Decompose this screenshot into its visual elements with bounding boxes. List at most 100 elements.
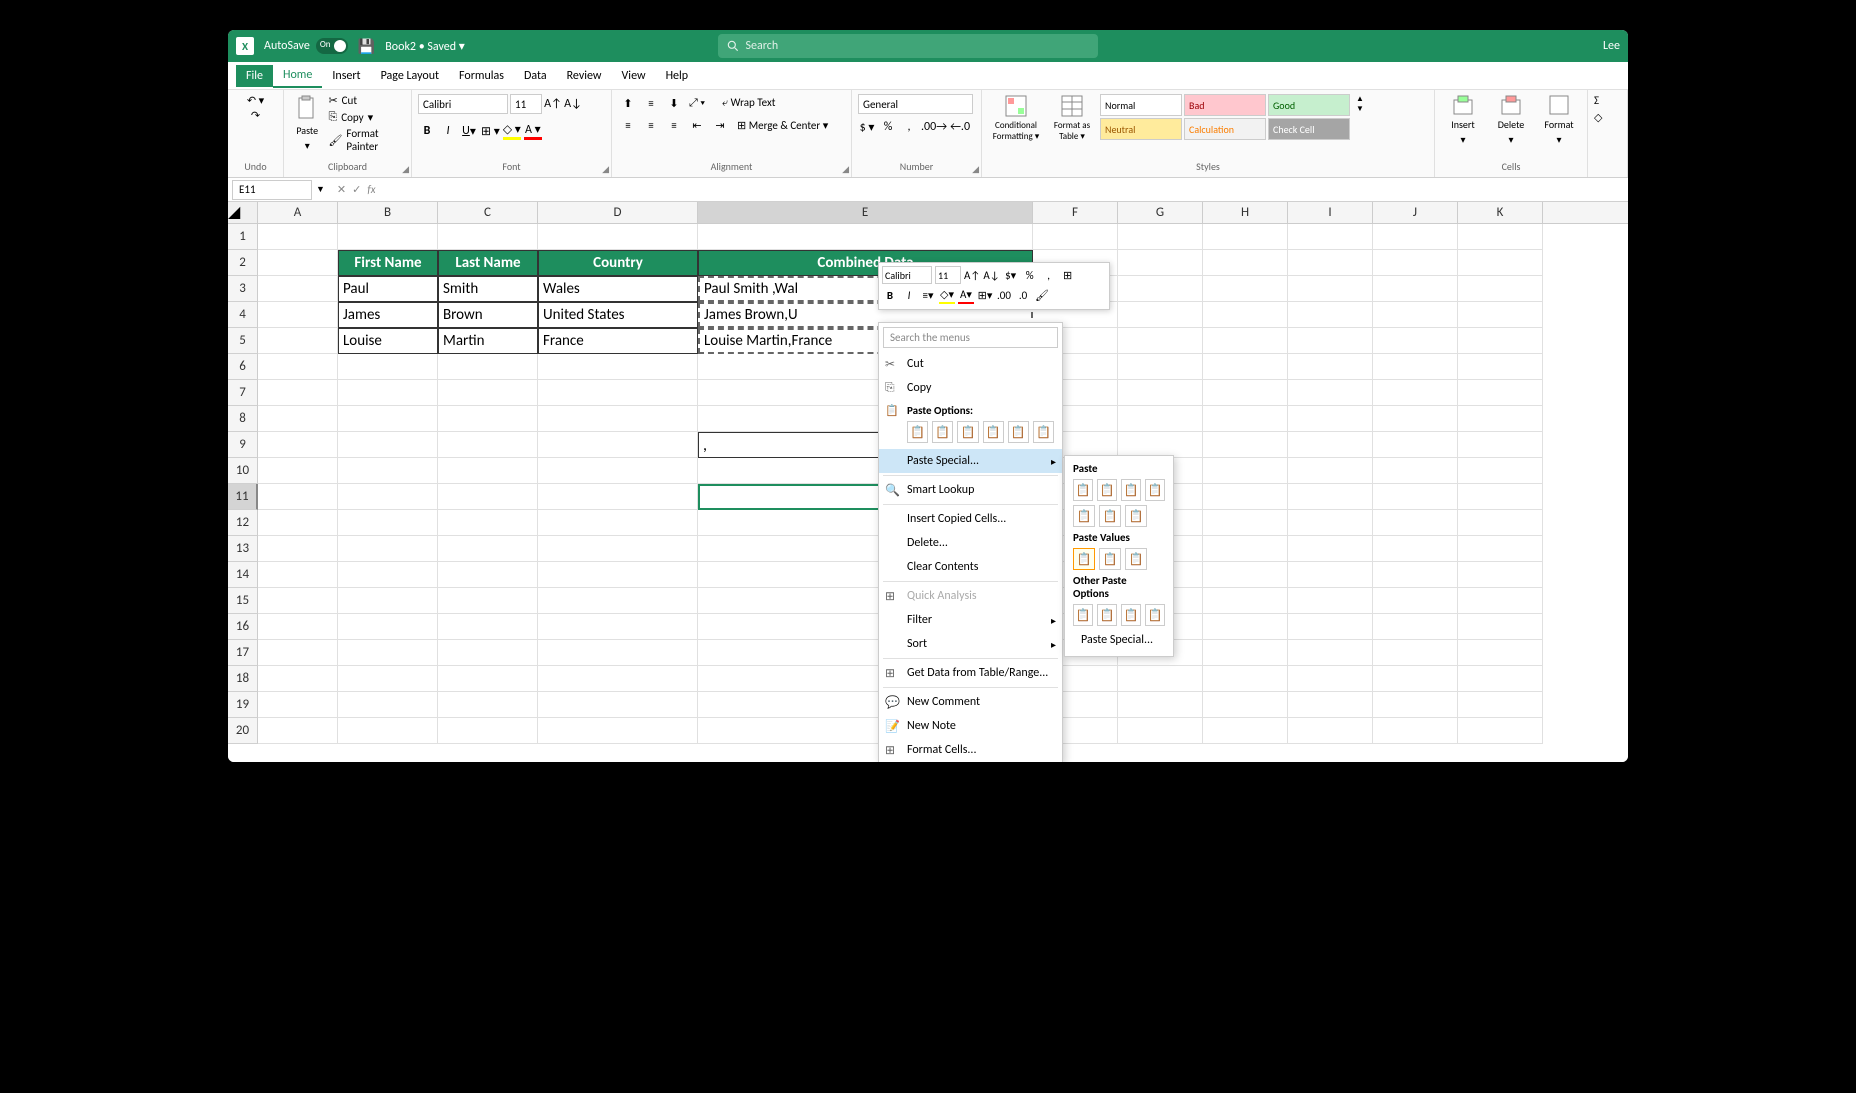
cell-B1[interactable]: [338, 224, 438, 250]
menu-formulas[interactable]: Formulas: [449, 65, 514, 87]
formula-input[interactable]: [381, 180, 1628, 200]
cell-K20[interactable]: [1458, 718, 1543, 744]
cell-G2[interactable]: [1118, 250, 1203, 276]
cell-I12[interactable]: [1288, 510, 1373, 536]
bold-button[interactable]: B: [418, 122, 436, 140]
cell-J2[interactable]: [1373, 250, 1458, 276]
row-header-9[interactable]: 9: [228, 432, 258, 458]
cell-K16[interactable]: [1458, 614, 1543, 640]
name-box[interactable]: [232, 180, 312, 200]
cell-I19[interactable]: [1288, 692, 1373, 718]
cell-B17[interactable]: [338, 640, 438, 666]
cell-J9[interactable]: [1373, 432, 1458, 458]
cell-B11[interactable]: [338, 484, 438, 510]
menu-review[interactable]: Review: [557, 65, 612, 87]
col-header-E[interactable]: E: [698, 202, 1033, 223]
paste-values-src[interactable]: 📋: [1125, 548, 1147, 570]
cell-J20[interactable]: [1373, 718, 1458, 744]
autosave-toggle[interactable]: AutoSave On: [264, 38, 348, 54]
cell-K14[interactable]: [1458, 562, 1543, 588]
col-header-I[interactable]: I: [1288, 202, 1373, 223]
cell-D14[interactable]: [538, 562, 698, 588]
cell-K9[interactable]: [1458, 432, 1543, 458]
paste-option-3[interactable]: 📋: [957, 421, 978, 443]
mini-inc-decimal[interactable]: .00: [996, 286, 1012, 304]
cell-A11[interactable]: [258, 484, 338, 510]
cell-I20[interactable]: [1288, 718, 1373, 744]
cell-D12[interactable]: [538, 510, 698, 536]
cell-I8[interactable]: [1288, 406, 1373, 432]
fill-button[interactable]: ◇: [1594, 111, 1602, 124]
cell-J10[interactable]: [1373, 458, 1458, 484]
fx-button[interactable]: fx: [367, 183, 375, 196]
cell-D5[interactable]: France: [538, 328, 698, 354]
cell-J3[interactable]: [1373, 276, 1458, 302]
cell-A5[interactable]: [258, 328, 338, 354]
cell-D18[interactable]: [538, 666, 698, 692]
cell-C2[interactable]: Last Name: [438, 250, 538, 276]
cell-C4[interactable]: Brown: [438, 302, 538, 328]
cell-D9[interactable]: [538, 432, 698, 458]
style-calculation[interactable]: Calculation: [1184, 118, 1266, 140]
col-header-G[interactable]: G: [1118, 202, 1203, 223]
col-header-D[interactable]: D: [538, 202, 698, 223]
cell-I5[interactable]: [1288, 328, 1373, 354]
increase-font-button[interactable]: A↑: [544, 95, 562, 113]
menu-view[interactable]: View: [612, 65, 656, 87]
cell-K7[interactable]: [1458, 380, 1543, 406]
paste-values-only[interactable]: 📋: [1073, 548, 1095, 570]
cell-J15[interactable]: [1373, 588, 1458, 614]
cell-A17[interactable]: [258, 640, 338, 666]
paste-all[interactable]: 📋: [1073, 479, 1093, 501]
number-launcher[interactable]: ◢: [972, 164, 979, 175]
menu-page-layout[interactable]: Page Layout: [371, 65, 449, 87]
cell-B18[interactable]: [338, 666, 438, 692]
cell-B4[interactable]: James: [338, 302, 438, 328]
border-button[interactable]: ⊞ ▾: [481, 122, 500, 140]
cell-J18[interactable]: [1373, 666, 1458, 692]
cell-D1[interactable]: [538, 224, 698, 250]
mini-increase-font[interactable]: A↑: [964, 266, 980, 284]
paste-transpose[interactable]: 📋: [1099, 505, 1121, 527]
cell-A3[interactable]: [258, 276, 338, 302]
cell-D11[interactable]: [538, 484, 698, 510]
ctx-cut[interactable]: ✂Cut: [879, 352, 1062, 376]
cell-I4[interactable]: [1288, 302, 1373, 328]
menu-data[interactable]: Data: [514, 65, 557, 87]
cancel-formula-button[interactable]: ✕: [337, 183, 346, 196]
cell-A6[interactable]: [258, 354, 338, 380]
cell-D17[interactable]: [538, 640, 698, 666]
style-good[interactable]: Good: [1268, 94, 1350, 116]
cell-A9[interactable]: [258, 432, 338, 458]
align-top-button[interactable]: ⬆: [618, 94, 638, 112]
cell-I6[interactable]: [1288, 354, 1373, 380]
cell-A8[interactable]: [258, 406, 338, 432]
menu-file[interactable]: File: [236, 65, 273, 87]
save-icon[interactable]: 💾: [358, 38, 375, 55]
clipboard-launcher[interactable]: ◢: [402, 164, 409, 175]
cell-K2[interactable]: [1458, 250, 1543, 276]
cell-K12[interactable]: [1458, 510, 1543, 536]
italic-button[interactable]: I: [439, 122, 457, 140]
row-header-16[interactable]: 16: [228, 614, 258, 640]
cell-C10[interactable]: [438, 458, 538, 484]
cell-H13[interactable]: [1203, 536, 1288, 562]
cell-B10[interactable]: [338, 458, 438, 484]
cell-K1[interactable]: [1458, 224, 1543, 250]
cell-B8[interactable]: [338, 406, 438, 432]
cell-H18[interactable]: [1203, 666, 1288, 692]
cell-I1[interactable]: [1288, 224, 1373, 250]
cell-F1[interactable]: [1033, 224, 1118, 250]
cell-H12[interactable]: [1203, 510, 1288, 536]
col-header-F[interactable]: F: [1033, 202, 1118, 223]
paste-option-5[interactable]: 📋: [1008, 421, 1029, 443]
cell-B7[interactable]: [338, 380, 438, 406]
row-header-14[interactable]: 14: [228, 562, 258, 588]
styles-down[interactable]: ▼: [1356, 104, 1364, 114]
cell-H7[interactable]: [1203, 380, 1288, 406]
cell-J14[interactable]: [1373, 562, 1458, 588]
fill-color-button[interactable]: ◇ ▾: [503, 122, 521, 140]
paste-borders[interactable]: 📋: [1145, 479, 1165, 501]
cell-J11[interactable]: [1373, 484, 1458, 510]
mini-decrease-font[interactable]: A↓: [983, 266, 999, 284]
